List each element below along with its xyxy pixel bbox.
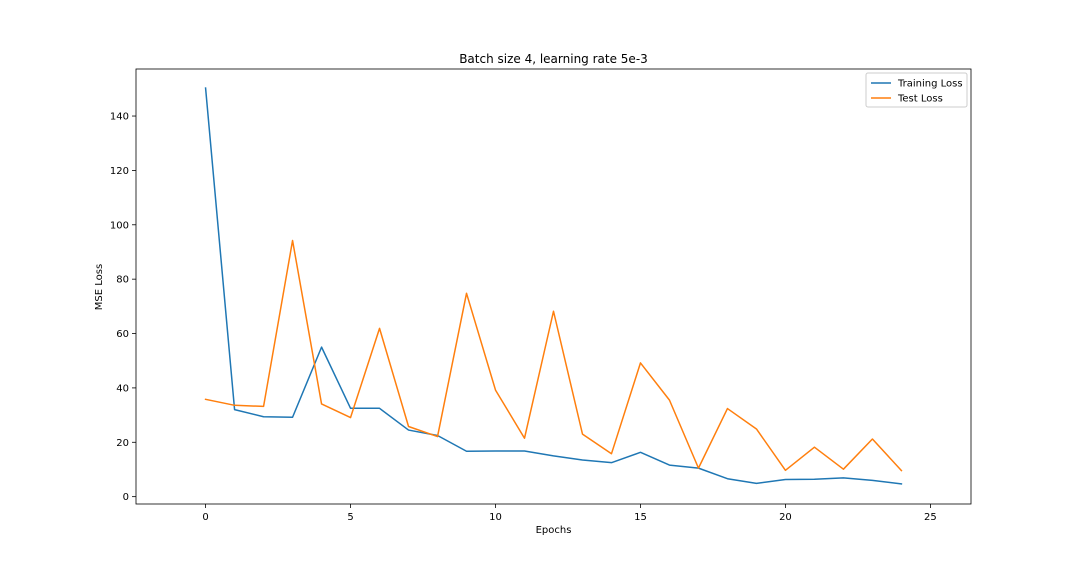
plot-area: 0 5 10 15 20 25 0 20 40 60 80 100 120 140 Training Los… [110, 68, 972, 523]
x-tick-label: 25 [924, 512, 937, 523]
x-tick-label: 20 [779, 512, 792, 523]
y-tick-label: 20 [116, 438, 129, 449]
legend-box [865, 72, 968, 108]
legend-item: Test Loss [871, 94, 943, 105]
series-line-training-loss [204, 87, 903, 485]
x-axis-title: Epochs [536, 525, 572, 536]
legend-label: Training Loss [897, 79, 963, 90]
y-axis-title: MSE Loss [94, 264, 105, 310]
y-tick-label: 0 [123, 492, 129, 503]
y-tick-label: 40 [116, 383, 129, 394]
y-tick-label: 100 [110, 220, 129, 231]
legend: Training Loss Test Loss [865, 72, 968, 108]
x-tick-label: 10 [489, 512, 502, 523]
y-tick-label: 60 [116, 329, 129, 340]
x-tick-label: 15 [634, 512, 647, 523]
y-tick-label: 120 [110, 166, 129, 177]
legend-item: Training Loss [871, 79, 963, 90]
series-line-test-loss [204, 239, 903, 472]
legend-label: Test Loss [897, 94, 943, 105]
x-tick-label: 5 [347, 512, 353, 523]
axes-frame [135, 68, 972, 505]
y-tick-label: 140 [110, 112, 129, 123]
chart-title: Batch size 4, learning rate 5e-3 [459, 52, 648, 66]
y-tick-label: 80 [116, 275, 129, 286]
x-tick-label: 0 [202, 512, 208, 523]
